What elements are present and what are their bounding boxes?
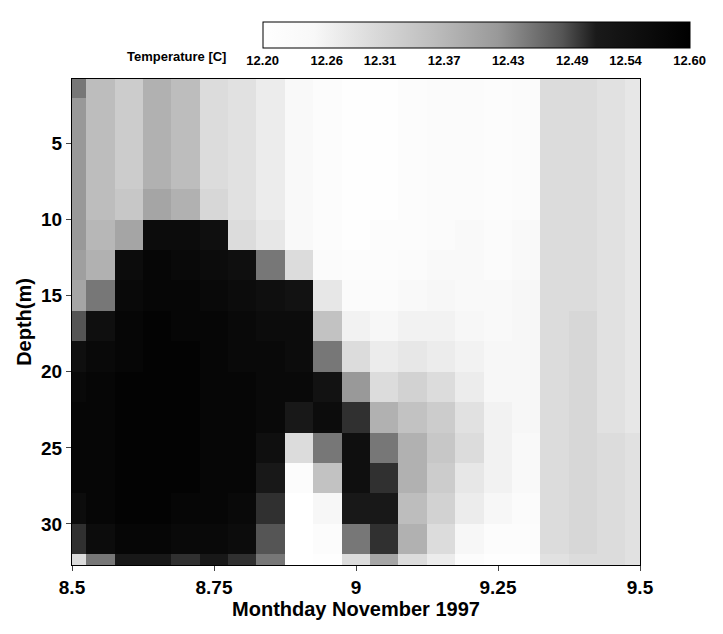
svg-text:30: 30 (41, 514, 62, 535)
svg-text:12.49: 12.49 (556, 53, 589, 68)
svg-text:20: 20 (41, 361, 62, 382)
svg-text:15: 15 (41, 285, 63, 306)
svg-text:12.26: 12.26 (310, 53, 343, 68)
svg-text:12.37: 12.37 (428, 53, 461, 68)
svg-text:9.5: 9.5 (627, 577, 654, 598)
svg-text:12.60: 12.60 (673, 53, 706, 68)
svg-text:12.54: 12.54 (609, 53, 642, 68)
svg-text:25: 25 (41, 438, 63, 459)
svg-text:8.5: 8.5 (59, 577, 86, 598)
svg-text:Temperature [C]: Temperature [C] (127, 49, 226, 64)
svg-text:5: 5 (52, 133, 63, 154)
svg-text:8.75: 8.75 (196, 577, 233, 598)
svg-text:9.25: 9.25 (480, 577, 517, 598)
svg-text:10: 10 (41, 209, 62, 230)
svg-text:Monthday November 1997: Monthday November 1997 (232, 598, 480, 620)
svg-text:12.20: 12.20 (246, 53, 279, 68)
svg-text:9: 9 (351, 577, 362, 598)
svg-text:Depth(m): Depth(m) (13, 278, 35, 366)
svg-text:12.43: 12.43 (492, 53, 525, 68)
svg-text:12.31: 12.31 (364, 53, 397, 68)
